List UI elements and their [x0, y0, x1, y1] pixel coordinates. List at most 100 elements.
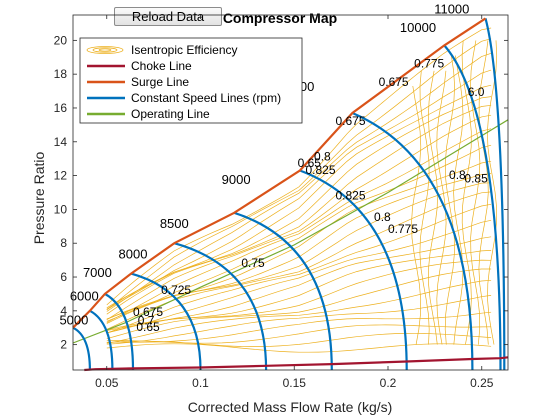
x-tick-label-0: 0.05 — [95, 376, 119, 390]
x-tick-label-4: 0.25 — [470, 376, 494, 390]
efficiency-contour-9 — [106, 236, 492, 331]
speed-line-12000 — [484, 18, 506, 371]
speed-label-9000: 9000 — [222, 172, 251, 187]
speed-label-8000: 8000 — [119, 246, 148, 261]
speed-label-7000: 7000 — [83, 265, 112, 280]
speed-label-11000: 11000 — [434, 1, 469, 16]
legend-item-speed: Constant Speed Lines (rpm) — [87, 91, 281, 105]
legend: Isentropic Efficiency Choke Line Surge L… — [79, 37, 303, 124]
x-tick-label-1: 0.1 — [192, 376, 209, 390]
efficiency-contour-v5 — [453, 55, 464, 345]
y-tick-label-9: 20 — [54, 33, 68, 47]
speed-label-10000: 10000 — [400, 20, 436, 35]
efficiency-label-13: 0.775 — [414, 56, 444, 70]
map-labels: 5000600070008000850090009500100001100012… — [59, 1, 488, 334]
efficiency-label-14: 0.8 — [449, 168, 466, 182]
efficiency-contour-0 — [106, 343, 492, 353]
efficiency-label-11: 0.825 — [305, 163, 335, 177]
efficiency-contour-24 — [106, 38, 492, 311]
y-tick-label-8: 18 — [54, 67, 68, 81]
legend-label-surge: Surge Line — [131, 75, 189, 89]
operating-line — [72, 119, 509, 344]
legend-item-surge: Surge Line — [87, 75, 189, 89]
efficiency-label-8: 0.65 — [298, 156, 322, 170]
y-tick-label-2: 6 — [60, 270, 67, 284]
efficiency-contour-2 — [106, 324, 492, 344]
choke-line — [84, 356, 509, 372]
efficiency-contour-1 — [106, 332, 492, 347]
efficiency-contour-22 — [106, 69, 492, 310]
efficiency-contour-13 — [106, 182, 492, 324]
legend-item-operating: Operating Line — [87, 107, 210, 121]
efficiency-contour-10 — [106, 219, 492, 334]
legend-label-efficiency: Isentropic Efficiency — [131, 43, 238, 57]
efficiency-contour-21 — [106, 84, 492, 309]
y-axis-label: Pressure Ratio — [31, 151, 47, 244]
efficiency-label-9: 0.675 — [335, 114, 365, 128]
surge-line — [72, 17, 487, 329]
legend-label-choke: Choke Line — [131, 59, 192, 73]
legend-item-efficiency: Isentropic Efficiency — [86, 43, 238, 57]
axes: 0.05 0.1 0.15 0.2 0.25 2 4 6 8 10 12 14 16 18 20 — [54, 14, 509, 390]
speed-line-9000 — [233, 211, 333, 371]
efficiency-label-6: 0.8 — [374, 210, 391, 224]
efficiency-contour-17 — [106, 128, 492, 323]
efficiency-label-12: 0.675 — [379, 75, 409, 89]
legend-box — [79, 37, 303, 124]
efficiency-label-0: 0.65 — [136, 320, 160, 334]
y-tick-label-0: 2 — [60, 338, 67, 352]
x-axis-label: Corrected Mass Flow Rate (kg/s) — [188, 399, 393, 415]
efficiency-contour-v0 — [411, 85, 422, 345]
plot-frame — [72, 14, 509, 371]
efficiency-contour-15 — [106, 160, 492, 320]
speed-line-10000 — [351, 111, 474, 371]
efficiency-contour-3 — [106, 311, 492, 343]
speed-label-8500: 8500 — [160, 216, 189, 231]
efficiency-contour-23 — [106, 52, 492, 312]
y-tick-label-5: 12 — [54, 169, 68, 183]
efficiency-contour-19 — [106, 104, 492, 315]
y-tick-label-3: 8 — [60, 236, 67, 250]
efficiency-contour-v2 — [427, 70, 438, 345]
efficiency-contour-11 — [106, 203, 492, 334]
legend-label-operating: Operating Line — [131, 107, 210, 121]
speed-line-8500 — [174, 242, 268, 371]
speed-label-6000: 6000 — [70, 289, 99, 304]
efficiency-contour-v8 — [478, 40, 489, 345]
efficiency-label-7: 0.825 — [335, 188, 365, 202]
speed-line-7000 — [104, 292, 135, 371]
x-tick-label-2: 0.15 — [283, 376, 307, 390]
efficiency-contour-25 — [106, 27, 492, 306]
efficiency-label-1: 0.7 — [138, 313, 155, 327]
efficiency-contour-6 — [106, 268, 492, 340]
legend-item-choke: Choke Line — [87, 59, 192, 73]
efficiency-label-4: 0.75 — [241, 256, 265, 270]
efficiency-label-10: 0.8 — [314, 149, 331, 163]
efficiency-contour-5 — [106, 279, 492, 344]
speed-line-5000 — [72, 326, 91, 371]
speed-line-8000 — [130, 272, 202, 371]
speed-line-11000 — [443, 44, 502, 371]
efficiency-contour-v7 — [470, 40, 481, 345]
x-tick-label-3: 0.2 — [380, 376, 397, 390]
speed-label-5000: 5000 — [59, 312, 88, 327]
efficiency-label-15: 0.85 — [464, 171, 488, 185]
y-tick-label-6: 14 — [54, 135, 68, 149]
efficiency-contours — [106, 27, 498, 353]
y-tick-label-7: 16 — [54, 101, 68, 115]
reload-data-button[interactable]: Reload Data — [114, 7, 222, 26]
y-tick-label-1: 4 — [60, 304, 67, 318]
efficiency-label-16: 6.0 — [468, 85, 485, 99]
efficiency-contour-v1 — [419, 70, 430, 345]
efficiency-contour-v6 — [461, 40, 472, 345]
efficiency-contour-12 — [106, 191, 492, 330]
efficiency-label-5: 0.775 — [388, 222, 418, 236]
map-lines — [72, 17, 509, 372]
speed-line-6000 — [89, 309, 114, 371]
efficiency-contour-v9 — [487, 40, 498, 345]
chart-title: Compressor Map — [223, 10, 337, 26]
y-tick-label-4: 10 — [54, 202, 68, 216]
efficiency-contour-v4 — [444, 55, 455, 345]
legend-label-speed: Constant Speed Lines (rpm) — [131, 91, 281, 105]
